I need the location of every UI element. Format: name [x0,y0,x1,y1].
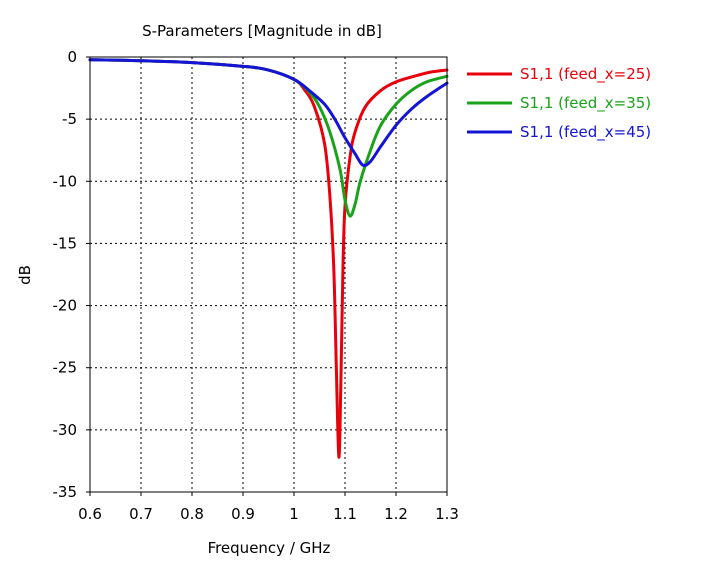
x-tick-label: 1.3 [435,505,459,523]
legend-label: S1,1 (feed_x=35) [520,94,651,113]
x-tick-label: 0.8 [180,505,204,523]
y-tick-label: 0 [67,48,77,66]
x-tick-label: 0.7 [129,505,153,523]
grid [90,57,447,492]
x-tick-label: 0.6 [78,505,102,523]
plot-frame [89,56,448,493]
x-tick-label: 0.9 [231,505,255,523]
x-axis-ticks: 0.6 0.7 0.8 0.9 1 1.1 1.2 1.3 [78,492,459,523]
y-tick-label: -20 [53,297,78,315]
chart-title: S-Parameters [Magnitude in dB] [142,22,382,40]
y-axis-ticks: 0 -5 -10 -15 -20 -25 -30 -35 [53,48,90,501]
y-tick-label: -25 [53,359,78,377]
series-line-1 [88,58,449,459]
plot-series [88,58,449,459]
x-tick-label: 1 [289,505,299,523]
legend-label: S1,1 (feed_x=45) [520,123,651,142]
y-tick-label: -15 [53,234,78,252]
y-axis-label: dB [16,265,34,285]
legend-label: S1,1 (feed_x=25) [520,65,651,84]
x-tick-label: 1.1 [333,505,357,523]
y-tick-label: -10 [53,172,78,190]
y-tick-label: -30 [53,421,78,439]
x-tick-label: 1.2 [384,505,408,523]
y-tick-label: -35 [53,483,78,501]
y-tick-label: -5 [62,110,77,128]
series-line-3 [88,58,449,168]
x-axis-label: Frequency / GHz [208,539,331,557]
legend: S1,1 (feed_x=25) S1,1 (feed_x=35) S1,1 (fe… [467,65,651,142]
